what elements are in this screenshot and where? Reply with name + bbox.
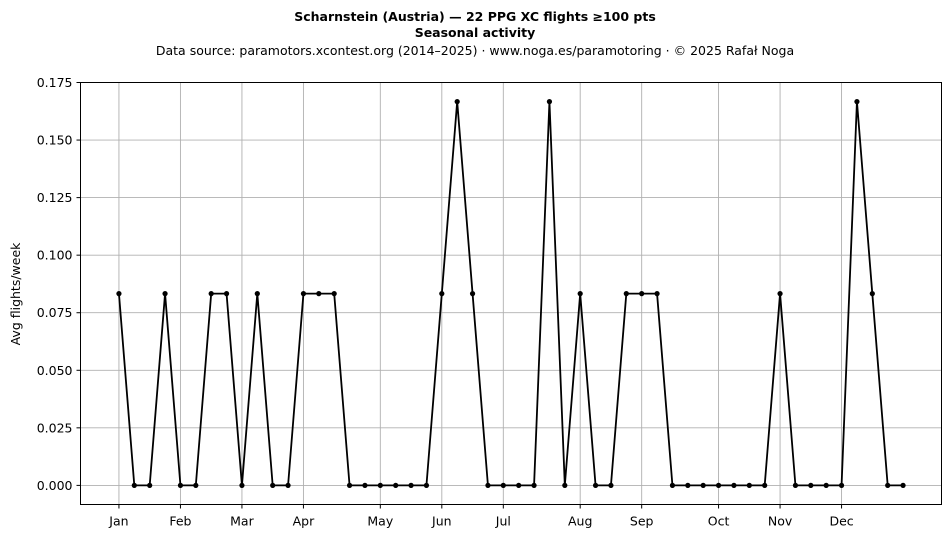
- data-point: [285, 482, 291, 488]
- data-point: [592, 482, 599, 488]
- data-point: [869, 291, 875, 297]
- x-tick-label: Nov: [768, 514, 793, 529]
- data-point: [623, 291, 629, 297]
- data-point: [331, 291, 337, 297]
- data-point: [362, 482, 368, 488]
- chart-title: Scharnstein (Austria) — 22 PPG XC flight…: [294, 9, 656, 24]
- data-point: [838, 482, 845, 488]
- y-axis-label: Avg flights/week: [8, 242, 23, 346]
- data-point: [485, 482, 491, 488]
- x-tick-label: Jul: [495, 514, 511, 529]
- data-point: [823, 482, 829, 488]
- data-point: [885, 482, 891, 488]
- data-point: [762, 482, 768, 488]
- data-point: [854, 99, 860, 105]
- data-point: [346, 482, 353, 488]
- x-tick-label: Aug: [568, 514, 592, 529]
- data-point: [500, 482, 506, 488]
- data-point: [439, 291, 445, 297]
- data-point: [516, 482, 522, 488]
- chart-subtitle: Data source: paramotors.xcontest.org (20…: [156, 43, 794, 58]
- y-tick-label: 0.100: [37, 248, 73, 263]
- y-tick-label: 0.175: [37, 75, 73, 90]
- data-point: [685, 482, 691, 488]
- y-tick-label: 0.150: [37, 133, 73, 148]
- data-point: [131, 482, 137, 488]
- data-point: [393, 482, 399, 488]
- y-tick-label: 0.025: [37, 420, 73, 435]
- x-tick-label: Feb: [169, 514, 191, 529]
- data-point: [531, 482, 537, 488]
- data-point: [639, 291, 645, 297]
- data-point: [700, 482, 706, 488]
- x-tick-label: Mar: [230, 514, 254, 529]
- data-point: [377, 482, 383, 488]
- x-tick-label: Oct: [708, 514, 730, 529]
- data-point: [562, 482, 568, 488]
- data-point: [116, 291, 122, 297]
- x-tick-label: Apr: [293, 514, 315, 529]
- x-tick-label: May: [367, 514, 393, 529]
- axis-ticks: 0.000 0.025 0.050 0.075 0.100 0.125 0.150 0.175…: [37, 75, 854, 529]
- data-point: [469, 291, 476, 297]
- data-point: [239, 482, 245, 488]
- x-tick-label: Jun: [431, 514, 452, 529]
- data-point: [208, 291, 214, 297]
- y-tick-label: 0.125: [37, 190, 73, 205]
- x-tick-label: Sep: [630, 514, 654, 529]
- x-tick-label: Jan: [108, 514, 128, 529]
- y-tick-label: 0.075: [37, 305, 73, 320]
- data-point: [162, 291, 168, 297]
- series-line: [118, 100, 904, 487]
- data-point: [654, 291, 660, 297]
- data-point: [254, 291, 260, 297]
- data-point: [423, 482, 430, 488]
- x-tick-label: Dec: [829, 514, 853, 529]
- data-point: [900, 482, 906, 488]
- data-point: [454, 99, 460, 105]
- data-point: [223, 291, 230, 297]
- series: [116, 99, 906, 488]
- plot-frame: [80, 82, 942, 505]
- data-point: [715, 482, 722, 488]
- data-point: [270, 482, 276, 488]
- data-point: [147, 482, 153, 488]
- chart-title-line-2: Seasonal activity: [415, 25, 536, 40]
- data-point: [777, 291, 783, 297]
- data-point: [746, 482, 752, 488]
- data-point: [608, 482, 614, 488]
- data-point: [316, 291, 322, 297]
- data-point: [546, 99, 553, 105]
- data-point: [792, 482, 799, 488]
- data-point: [177, 482, 184, 488]
- y-tick-label: 0.050: [37, 363, 73, 378]
- y-tick-label: 0.000: [37, 478, 73, 493]
- data-point: [300, 291, 307, 297]
- data-point: [408, 482, 414, 488]
- data-point: [193, 482, 199, 488]
- data-point: [577, 291, 583, 297]
- data-point: [808, 482, 814, 488]
- data-point: [731, 482, 737, 488]
- data-point: [669, 482, 676, 488]
